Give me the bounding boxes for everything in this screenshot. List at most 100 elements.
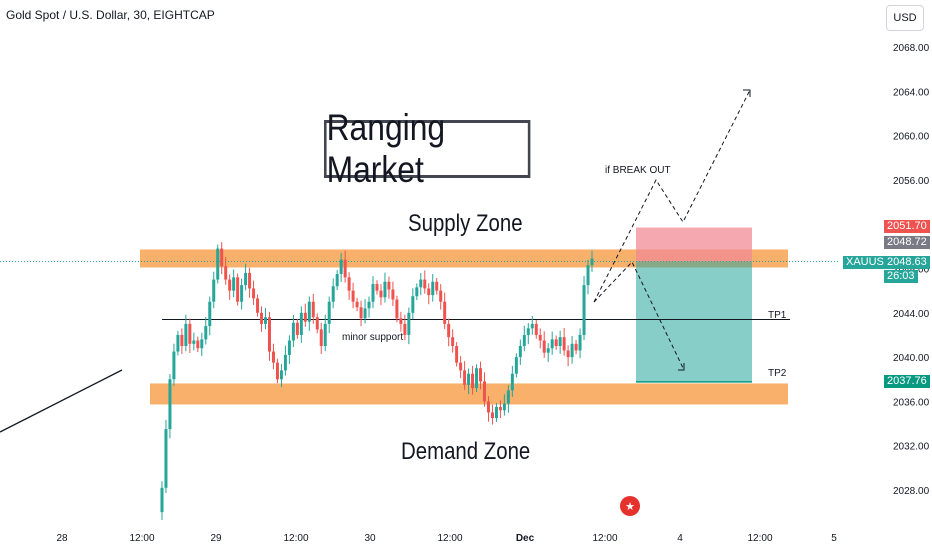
candle-body [482,381,486,402]
tp1-label: TP1 [768,310,787,321]
candle-body [375,284,379,291]
candle-body [407,312,411,335]
candle-body [554,339,558,347]
candle-body [367,301,371,309]
candle-body [168,379,172,430]
candle-body [590,258,594,266]
candle-body [287,340,291,355]
candle-body [339,259,343,275]
candle-body [216,248,220,280]
candle-body [586,265,590,286]
candle-body [542,340,546,353]
candle-body [387,281,391,290]
candle-body [510,373,514,391]
y-tick-label: 2036.00 [893,397,930,408]
candle-body [463,370,467,385]
y-tick-label: 2068.00 [893,43,930,54]
candle-body [331,286,335,302]
candle-body [220,248,224,267]
candle-body [200,339,204,349]
candle-body [455,346,459,363]
take-profit-zone [636,261,752,382]
candle-body [244,272,248,286]
candle-body [435,281,439,291]
candle-body [371,284,375,302]
y-tick-label: 2056.00 [893,176,930,187]
range-target-path [593,261,685,371]
candle-body [240,285,244,302]
candle-body [208,301,212,327]
candle-body [550,339,554,349]
candle-body [267,317,271,352]
candle-body [467,373,471,385]
candle-body [431,281,435,296]
x-tick-label: 12:00 [747,533,772,544]
candle-body [506,390,510,404]
target-arrowhead [678,363,685,371]
candle-body [419,279,423,288]
candle-body [363,308,367,319]
candle-body [518,346,522,358]
candle-body [415,287,419,297]
x-tick-label: 28 [56,533,68,544]
trend-line [0,369,123,433]
candle-body [395,299,399,319]
candle-body [264,317,268,324]
currency-button[interactable]: USD [886,5,924,31]
minor-support-label: minor support [342,332,404,343]
stop-loss-zone [636,227,752,262]
x-tick-label: 4 [677,533,683,544]
candle-body [319,329,323,347]
symbol-tag: XAUUSD [843,256,895,269]
ranging-market-label: Ranging Market [324,107,531,190]
candle-body [578,334,582,351]
candle-body [248,272,252,289]
candle-body [224,266,228,280]
candle-body [494,406,498,419]
candle-body [383,281,387,298]
candle-body [212,279,216,302]
candle-body [570,343,574,358]
us-flag-event-icon[interactable]: ★ [620,496,640,516]
candle-body [439,290,443,302]
chart-title: Gold Spot / U.S. Dollar, 30, EIGHTCAP [6,8,215,22]
candle-body [172,351,176,380]
candle-body [188,323,192,344]
y-tick-label: 2028.00 [893,486,930,497]
candle-body [538,334,542,341]
candle-body [566,350,570,358]
candle-body [303,312,307,322]
candle-body [479,368,483,382]
candle-body [260,312,264,324]
candle-body [451,337,455,347]
candle-body [232,277,236,291]
candle-body [447,323,451,338]
candle-body [574,343,578,351]
candle-body [160,487,164,513]
y-tick-label: 2060.00 [893,132,930,143]
candle-body [204,326,208,340]
candle-body [490,412,494,419]
candle-body [335,274,339,287]
candle-body [275,362,279,380]
y-tick-label: 2040.00 [893,353,930,364]
stop-price-tag: 2051.70 [884,220,930,233]
candle-body [475,368,479,389]
candle-body [283,354,287,371]
x-tick-label: 5 [831,533,837,544]
breakout-path [593,89,751,303]
candle-body [498,406,502,411]
candle-body [271,351,275,363]
candle-body [228,279,232,291]
candle-body [423,279,427,289]
candle-body [399,318,403,324]
candle-body [176,334,180,352]
candle-body [403,323,407,335]
candle-body [391,289,395,300]
candle-body [502,403,506,411]
candle-body [562,337,566,351]
candle-body [359,307,363,319]
candle-body [291,322,295,341]
candle-body [530,323,534,329]
